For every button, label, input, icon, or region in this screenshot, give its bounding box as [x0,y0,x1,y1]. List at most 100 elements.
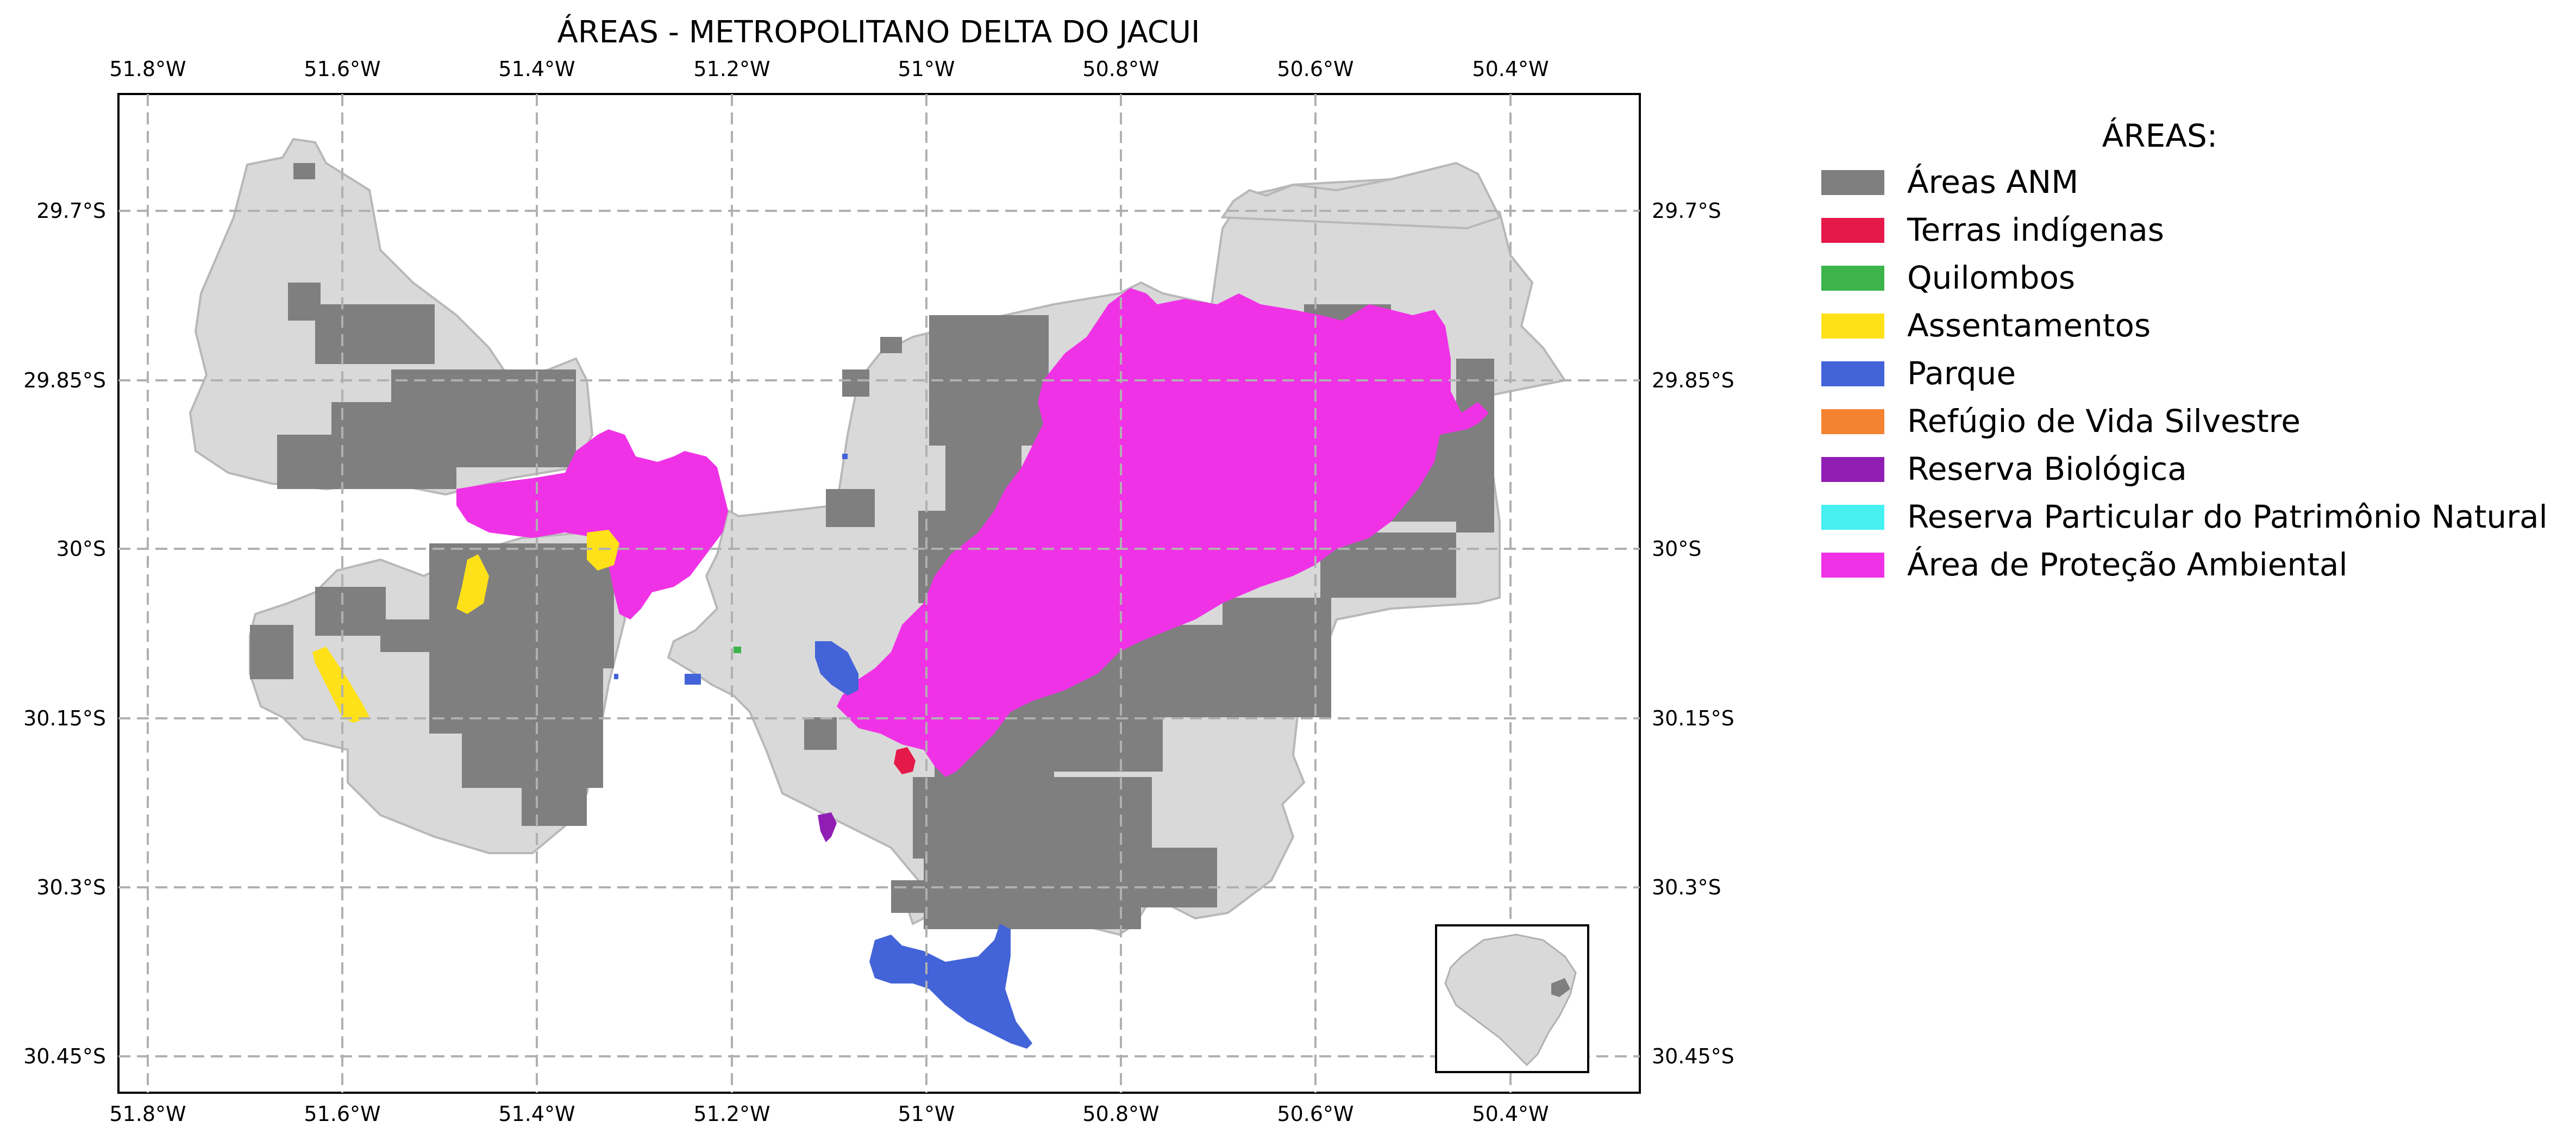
parque-north [815,641,858,696]
anm-block [462,734,603,788]
anm-block [842,369,869,397]
legend-swatch-anm [1821,170,1884,195]
anm-block [1141,848,1217,907]
anm-block [880,337,902,353]
legend-swatch-parque [1821,361,1884,386]
anm-block [348,342,402,364]
legend-label: Área de Proteção Ambiental [1907,546,2348,583]
x-tick-label: 50.6°W [1277,1102,1353,1126]
legend-label: Reserva Biológica [1907,450,2187,487]
parque-south [869,924,1032,1049]
parque-small [685,674,701,685]
y-tick-label: 29.85°S [1652,368,1734,392]
parque-small [842,454,848,459]
x-ticks-bottom: 51.8°W 51.6°W 51.4°W 51.2°W 51°W 50.8°W … [109,1102,1549,1126]
legend-swatch-assentamentos [1821,314,1884,339]
map-title: ÁREAS - METROPOLITANO DELTA DO JACUI [557,15,1200,50]
y-tick-label: 30.45°S [1652,1044,1734,1068]
y-tick-label: 30°S [1652,537,1701,561]
anm-block [1456,359,1494,533]
inset-map [1435,924,1589,1073]
legend-label: Reserva Particular do Patrimônio Natural [1907,498,2548,535]
x-tick-label: 51.4°W [498,57,575,81]
x-tick-label: 51.4°W [498,1102,575,1126]
x-tick-label: 51°W [898,57,955,81]
legend-swatch-rppn [1821,505,1884,530]
parque-small [614,674,618,679]
y-tick-label: 30.3°S [1652,875,1721,899]
legend-label: Terras indígenas [1907,211,2164,248]
legend-label: Áreas ANM [1907,163,2078,201]
assentamento-block [587,530,619,571]
legend-item-apa: Área de Proteção Ambiental [1821,546,2348,583]
apa-main [837,288,1489,777]
y-ticks-right: 29.7°S 29.85°S 30°S 30.15°S 30.3°S 30.45… [1652,199,1734,1068]
legend-item-assentamentos: Assentamentos [1821,307,2151,344]
map-panel [117,93,1641,1094]
x-tick-label: 50.8°W [1082,1102,1159,1126]
anm-block [277,435,456,489]
anm-block [522,788,587,826]
anm-block [315,587,386,636]
x-tick-label: 51.8°W [109,57,186,81]
legend: ÁREAS: Áreas ANM Terras indígenas Quilom… [1821,117,2548,583]
parque-areas [614,454,1032,1049]
anm-block [380,619,429,652]
quilombo-area [734,647,741,653]
legend-label: Assentamentos [1907,307,2151,344]
legend-label: Refúgio de Vida Silvestre [1907,403,2301,440]
assentamento-block [456,554,489,614]
legend-title: ÁREAS: [2102,117,2218,154]
x-tick-label: 51.6°W [304,57,380,81]
y-tick-label: 30.3°S [36,875,106,899]
anm-block [891,880,924,913]
x-ticks-top: 51.8°W 51.6°W 51.4°W 51.2°W 51°W 50.8°W … [109,57,1549,81]
inset-highlight [1551,978,1570,997]
anm-block [451,701,500,717]
legend-item-terras-indigenas: Terras indígenas [1821,211,2164,248]
x-tick-label: 50.6°W [1277,57,1353,81]
anm-block [293,163,315,179]
y-tick-label: 29.85°S [23,368,106,392]
legend-item-refugio: Refúgio de Vida Silvestre [1821,403,2301,440]
y-tick-label: 29.7°S [1652,199,1721,223]
x-tick-label: 50.4°W [1472,1102,1549,1126]
assentamento-block [312,647,369,723]
apa-west [456,429,728,619]
legend-swatch-terras-indigenas [1821,218,1884,243]
x-tick-label: 51.2°W [693,1102,770,1126]
legend-swatch-quilombos [1821,266,1884,291]
terras-indigenas-area [894,747,916,774]
y-tick-label: 30.45°S [23,1044,106,1068]
reserva-biologica-area [818,812,837,842]
anm-block [826,489,875,527]
graticule [118,94,1640,1093]
legend-item-rppn: Reserva Particular do Patrimônio Natural [1821,498,2548,535]
legend-swatch-refugio [1821,409,1884,434]
assentamentos-areas [312,530,619,723]
anm-block [250,625,293,679]
anm-block [429,543,614,668]
anm-block [804,717,837,750]
legend-item-reserva-biologica: Reserva Biológica [1821,450,2187,487]
y-tick-label: 30°S [57,537,106,561]
y-ticks-left: 29.7°S 29.85°S 30°S 30.15°S 30.3°S 30.45… [23,199,106,1068]
inset-state-outline [1444,934,1577,1067]
legend-item-parque: Parque [1821,355,2016,392]
y-tick-label: 29.7°S [36,199,106,223]
apa-areas [456,288,1489,777]
legend-label: Quilombos [1907,259,2075,296]
x-tick-label: 51.8°W [109,1102,186,1126]
x-tick-label: 50.8°W [1082,57,1159,81]
x-tick-label: 50.4°W [1472,57,1549,81]
x-tick-label: 51.2°W [693,57,770,81]
legend-item-quilombos: Quilombos [1821,259,2075,296]
x-tick-label: 51.6°W [304,1102,380,1126]
anm-block [913,777,1152,859]
x-tick-label: 51°W [898,1102,955,1126]
y-tick-label: 30.15°S [23,706,106,730]
legend-label: Parque [1907,355,2016,392]
y-tick-label: 30.15°S [1652,706,1734,730]
legend-swatch-reserva-biologica [1821,457,1884,482]
